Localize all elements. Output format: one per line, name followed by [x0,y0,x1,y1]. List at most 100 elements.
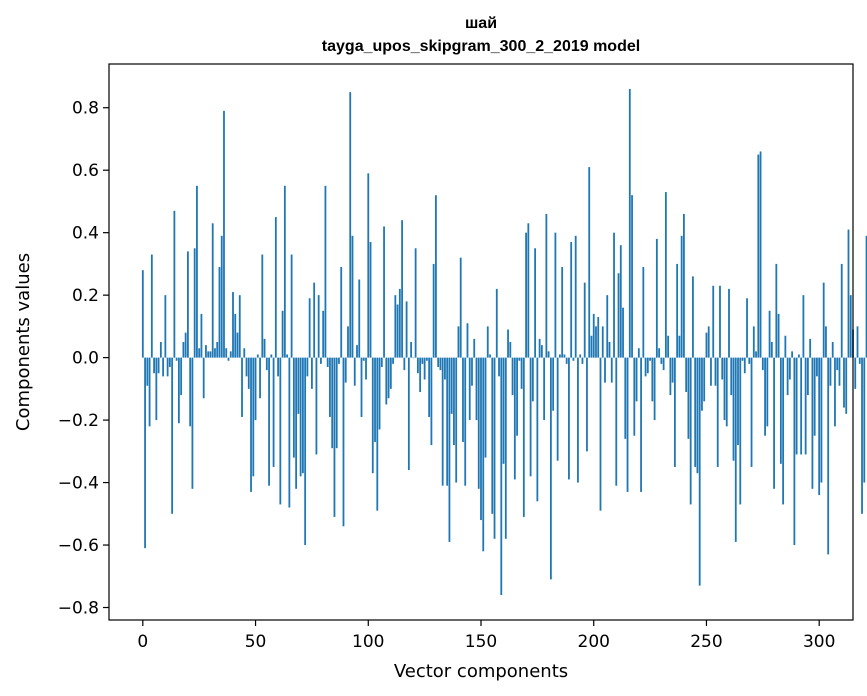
bar [615,357,618,486]
bar [635,357,638,402]
bar [522,357,525,517]
bar [838,357,841,386]
bar [371,357,374,474]
y-tick-label: 0.8 [72,99,99,119]
bar [378,357,381,430]
bar [329,357,331,417]
bar [531,357,534,402]
bar [631,195,633,358]
bar [265,357,268,371]
bar [764,357,766,436]
bar [446,357,449,486]
bar [509,342,512,358]
bar [849,295,852,358]
bar [667,335,670,358]
bar [547,351,550,358]
bar [775,263,778,358]
bar [171,357,174,514]
bar [608,342,611,358]
bar [719,285,721,358]
bar [606,295,609,358]
bar [770,342,773,358]
bar [698,357,701,586]
bar [311,357,313,389]
bar [834,357,836,427]
bar [164,295,167,358]
bar [545,213,548,358]
bar [725,357,728,427]
bar [518,357,521,361]
bar [214,348,216,358]
bar [712,285,715,358]
bar [737,357,739,446]
bar [425,357,428,361]
bar [340,267,343,358]
bar [624,357,627,439]
bar [250,357,252,492]
bar [644,357,647,377]
bar [498,357,500,377]
chart-title: шай [465,15,497,32]
bar [308,298,311,358]
bar [396,304,399,358]
bar [653,357,656,421]
bar [353,357,356,386]
bar [159,342,162,358]
bar [586,357,588,452]
bar [489,354,491,358]
bar [617,273,620,358]
bar [394,295,397,358]
bar [529,357,532,477]
bar [583,282,586,358]
bar [516,357,518,436]
bar [243,348,246,358]
bar [701,357,703,411]
bar [592,313,595,358]
bar [755,351,757,358]
bar [326,357,329,367]
bar [739,357,742,505]
bar [507,329,509,358]
bar [520,357,523,389]
bar [619,245,622,358]
bar [840,263,843,358]
x-tick-label: 150 [465,632,497,652]
bar [462,357,464,442]
bar [649,357,651,361]
bar [565,357,568,364]
bar [349,92,352,358]
bar [272,357,275,467]
bar [563,354,566,358]
bar [574,235,577,358]
bar [191,357,194,489]
bar [344,357,347,383]
bar [671,357,674,383]
bar [205,345,207,358]
bar [750,357,753,467]
bar [581,357,584,364]
bar [202,357,205,399]
bar [281,310,284,358]
bar [493,357,496,539]
bar [513,357,516,480]
bar [290,254,293,358]
bar [721,357,724,380]
bar [225,348,228,358]
bar [168,357,171,367]
bar [455,357,458,483]
x-tick-label: 200 [578,632,610,652]
bar [766,357,769,427]
y-tick-label: 0.4 [72,224,99,244]
bar [730,357,733,396]
bar [786,357,789,396]
bar [777,313,780,358]
bar [286,354,289,358]
bar [802,295,805,358]
bar [342,357,345,527]
bar [238,295,241,358]
bar [387,357,390,399]
y-tick-label: −0.4 [58,474,99,494]
bar [437,357,440,367]
bar [277,357,279,377]
